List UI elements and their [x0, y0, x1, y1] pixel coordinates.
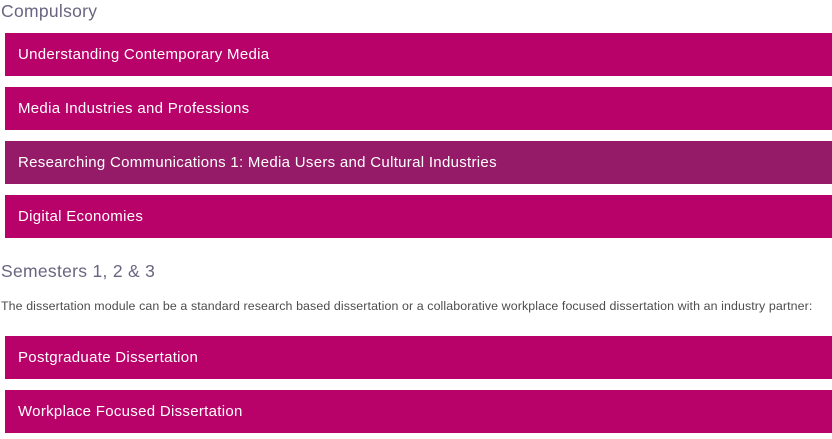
module-label: Researching Communications 1: Media User… — [18, 154, 497, 171]
module-item-media-industries-and-professions[interactable]: Media Industries and Professions — [5, 87, 832, 130]
section-heading-semesters: Semesters 1, 2 & 3 — [1, 261, 156, 281]
module-label: Workplace Focused Dissertation — [18, 403, 243, 420]
module-item-workplace-focused-dissertation[interactable]: Workplace Focused Dissertation — [5, 390, 832, 433]
module-label: Digital Economies — [18, 208, 144, 225]
module-label: Understanding Contemporary Media — [18, 46, 270, 63]
module-item-postgraduate-dissertation[interactable]: Postgraduate Dissertation — [5, 336, 832, 379]
module-item-understanding-contemporary-media[interactable]: Understanding Contemporary Media — [5, 33, 832, 76]
dissertation-intro-text: The dissertation module can be a standar… — [1, 299, 813, 313]
module-item-digital-economies[interactable]: Digital Economies — [5, 195, 832, 238]
module-item-researching-communications-1[interactable]: Researching Communications 1: Media User… — [5, 141, 832, 184]
module-label: Media Industries and Professions — [18, 100, 250, 117]
module-label: Postgraduate Dissertation — [18, 349, 199, 366]
section-heading-compulsory: Compulsory — [1, 1, 98, 21]
